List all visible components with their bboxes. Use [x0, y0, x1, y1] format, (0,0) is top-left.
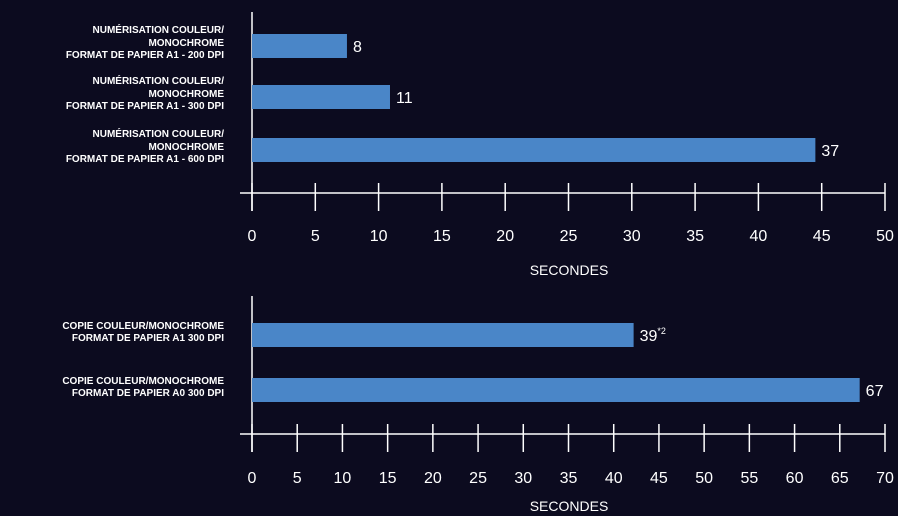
copy-x-tick-label: 35 [560, 470, 578, 487]
copy-bar [252, 378, 860, 402]
copy-x-tick-label: 5 [293, 470, 302, 487]
scan-x-tick-label: 40 [750, 228, 768, 245]
copy-chart-x-axis-title: SECONDES [529, 498, 609, 514]
copy-x-tick-label: 25 [469, 470, 487, 487]
copy-category-label: COPIE COULEUR/MONOCHROME FORMAT DE PAPIE… [62, 375, 224, 400]
copy-x-tick-label: 45 [650, 470, 668, 487]
copy-x-tick-label: 0 [248, 470, 257, 487]
scan-x-tick-label: 25 [560, 228, 578, 245]
scan-x-tick-label: 20 [496, 228, 514, 245]
copy-x-tick-label: 30 [514, 470, 532, 487]
copy-x-tick-label: 10 [334, 470, 352, 487]
copy-bar [252, 323, 634, 347]
copy-x-tick-label: 20 [424, 470, 442, 487]
copy-x-tick-label: 65 [831, 470, 849, 487]
copy-x-tick-label: 40 [605, 470, 623, 487]
scan-category-label: NUMÉRISATION COULEUR/ MONOCHROME FORMAT … [65, 76, 224, 113]
scan-data-label: 11 [396, 90, 413, 107]
scan-category-label: NUMÉRISATION COULEUR/ MONOCHROME FORMAT … [65, 129, 224, 166]
scan-x-tick-label: 35 [686, 228, 704, 245]
scan-chart-x-axis-title: SECONDES [529, 262, 609, 278]
copy-x-tick-label: 55 [740, 470, 758, 487]
scan-x-tick-label: 5 [311, 228, 320, 245]
scan-x-tick-label: 15 [433, 228, 451, 245]
scan-x-tick-label: 0 [248, 228, 257, 245]
copy-x-tick-label: 15 [379, 470, 397, 487]
scan-chart-plot: 0 5 10 15 20 25 30 35 40 45 50 8 11 37 [240, 12, 894, 245]
scan-data-label: 37 [821, 143, 839, 160]
copy-category-label: COPIE COULEUR/MONOCHROME FORMAT DE PAPIE… [62, 320, 224, 345]
scan-bar [252, 85, 390, 109]
scan-bar [252, 34, 347, 58]
scan-x-tick-label: 30 [623, 228, 641, 245]
scan-x-tick-label: 50 [876, 228, 894, 245]
scan-category-label: NUMÉRISATION COULEUR/ MONOCHROME FORMAT … [65, 25, 224, 62]
scan-data-label: 8 [353, 39, 362, 56]
copy-x-tick-label: 70 [876, 470, 894, 487]
copy-time-chart: 0 5 10 15 20 25 30 35 40 45 50 55 60 65 70 39*2 67 SECON… [0, 290, 898, 516]
copy-x-tick-label: 50 [695, 470, 713, 487]
copy-x-tick-label: 60 [786, 470, 804, 487]
copy-data-label: 67 [866, 383, 884, 400]
scan-bar [252, 138, 816, 162]
copy-data-label: 39*2 [640, 326, 666, 345]
scan-time-chart: 0 5 10 15 20 25 30 35 40 45 50 8 11 37 SECONDES NUMÉR… [65, 12, 894, 278]
scan-x-tick-label: 10 [370, 228, 388, 245]
copy-chart-plot: 0 5 10 15 20 25 30 35 40 45 50 55 60 65 70 39*2 67 [240, 296, 894, 487]
scan-x-tick-label: 45 [813, 228, 831, 245]
